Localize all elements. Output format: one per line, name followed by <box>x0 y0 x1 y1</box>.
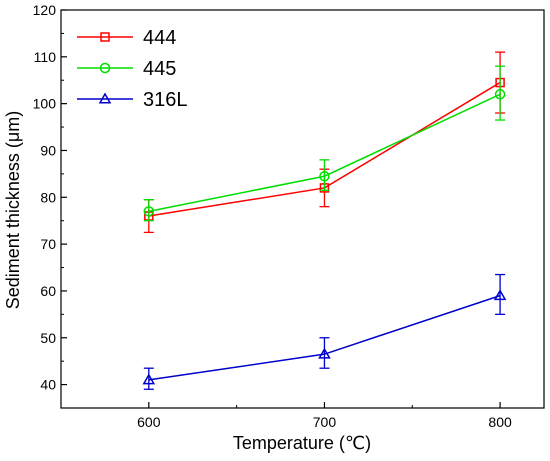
y-tick-label: 70 <box>40 236 56 252</box>
series-316L <box>142 273 507 390</box>
legend-label: 444 <box>143 27 176 49</box>
y-tick-label: 80 <box>40 189 56 205</box>
legend-label: 316L <box>143 89 188 111</box>
legend: 444 445 316L <box>77 27 188 111</box>
legend-entry-444: 444 <box>77 27 176 49</box>
y-tick-label: 90 <box>40 142 56 158</box>
data-point <box>142 373 156 385</box>
data-point <box>318 347 331 359</box>
legend-label: 445 <box>143 58 176 80</box>
y-axis-title: Sediment thickness (μm) <box>3 111 23 309</box>
y-tick-label: 50 <box>40 330 56 346</box>
axes: 40 50 60 70 80 90 100 110 120 600 700 800 <box>33 2 545 430</box>
series-445 <box>143 65 506 222</box>
legend-entry-445: 445 <box>77 58 176 80</box>
legend-marker <box>99 62 111 74</box>
data-point <box>143 206 155 217</box>
y-tick-label: 120 <box>33 2 57 18</box>
x-tick-label: 700 <box>313 414 337 430</box>
y-tick-label: 100 <box>33 96 57 112</box>
y-tick-label: 110 <box>34 49 57 65</box>
x-tick-label: 800 <box>488 414 512 430</box>
legend-entry-316L: 316L <box>77 89 188 111</box>
data-point <box>319 170 330 182</box>
legend-marker <box>100 32 110 42</box>
series-layer <box>142 51 507 390</box>
plot-frame <box>60 9 545 409</box>
x-axis-title: Temperature (℃) <box>233 433 371 453</box>
legend-marker <box>98 92 112 104</box>
y-tick-label: 60 <box>40 283 56 299</box>
y-tick-label: 40 <box>40 377 56 393</box>
data-point <box>493 289 507 301</box>
x-tick-label: 600 <box>137 414 161 430</box>
data-point <box>494 89 506 100</box>
series-444 <box>143 51 506 234</box>
